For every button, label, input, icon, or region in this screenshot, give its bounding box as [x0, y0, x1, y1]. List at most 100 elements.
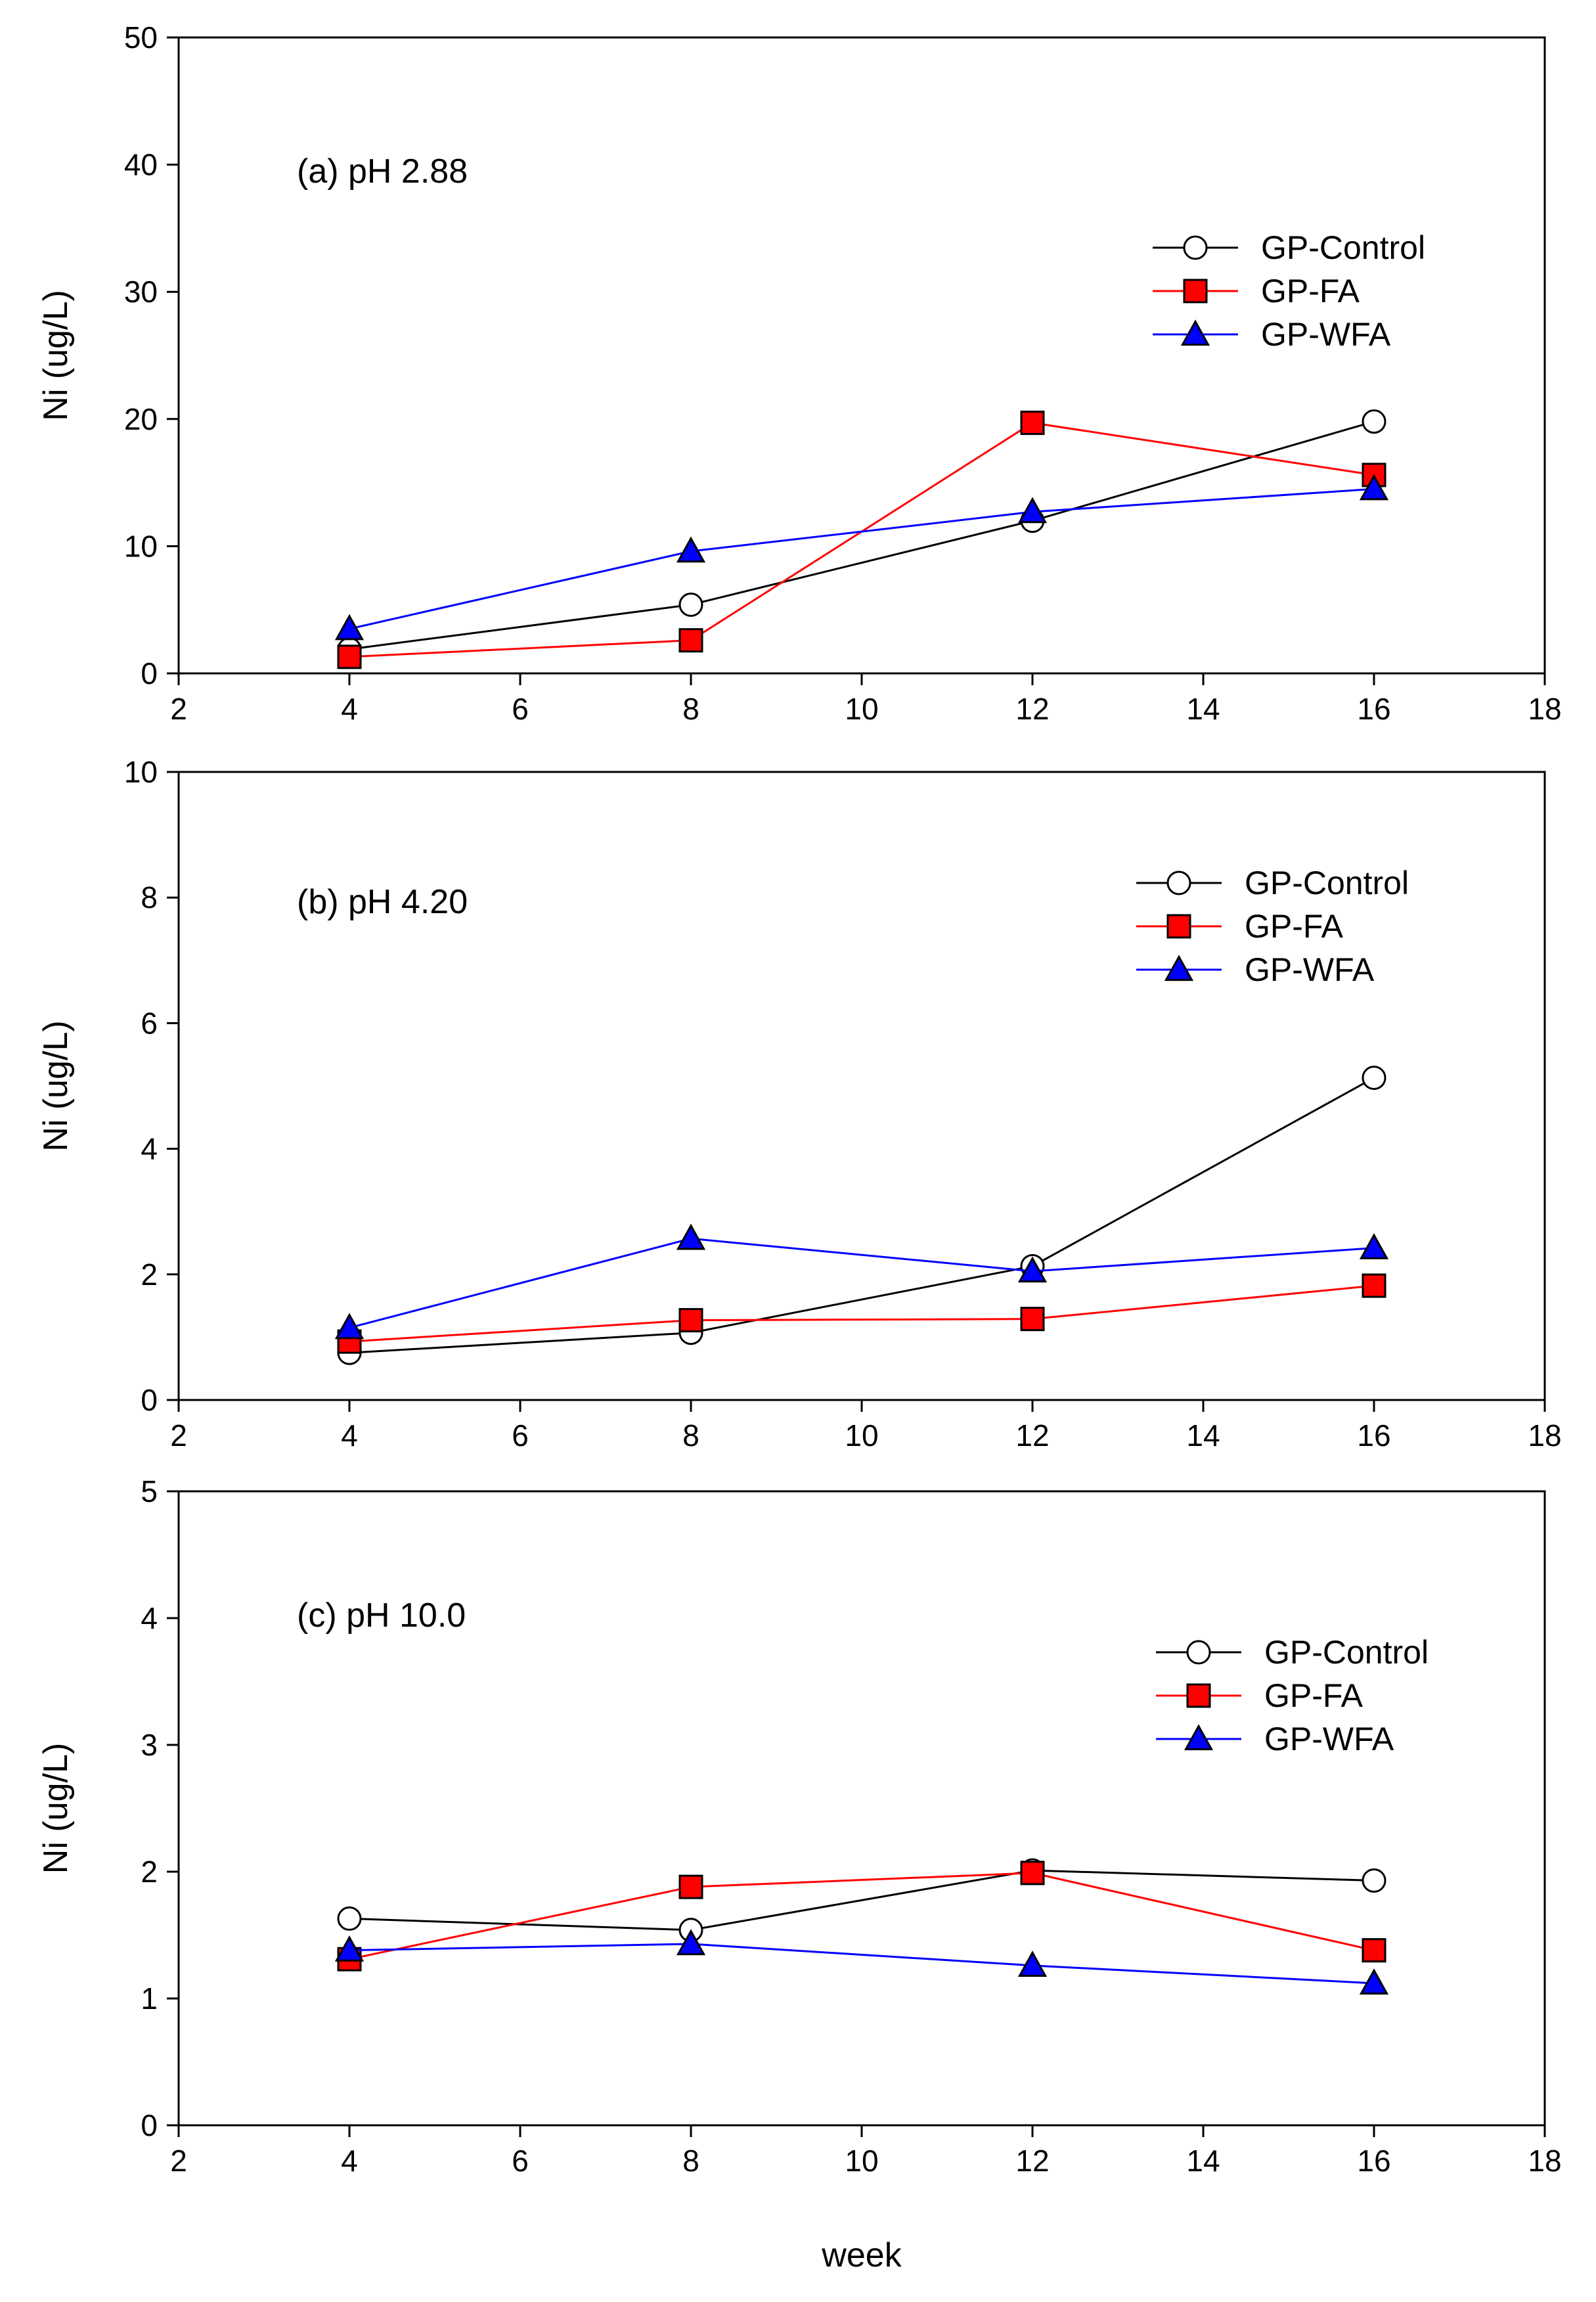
legend-marker — [1183, 235, 1208, 260]
data-point — [1020, 411, 1045, 436]
legend-label: GP-WFA — [1261, 316, 1391, 353]
series-line — [349, 422, 1375, 658]
data-point — [678, 1308, 703, 1333]
y-tick-label: 4 — [141, 1132, 158, 1166]
y-axis-title: Ni (ug/L) — [37, 290, 75, 420]
x-tick-label: 12 — [1015, 692, 1049, 726]
data-point — [1362, 1938, 1386, 1963]
x-tick-label: 2 — [170, 1418, 187, 1453]
data-point — [337, 1906, 362, 1931]
x-tick-label: 12 — [1015, 1418, 1049, 1453]
y-tick-label: 30 — [124, 275, 158, 309]
x-tick-label: 6 — [512, 1418, 529, 1453]
series-gp-wfa — [334, 1929, 1389, 1995]
plot-frame — [177, 1490, 1546, 2127]
y-tick-label: 6 — [141, 1006, 158, 1040]
data-point — [334, 1935, 365, 1962]
legend-label: GP-WFA — [1245, 951, 1375, 988]
x-tick-label: 18 — [1528, 2144, 1561, 2178]
y-tick-label: 40 — [124, 148, 158, 182]
x-tick-label: 12 — [1015, 2144, 1049, 2178]
legend-label: GP-Control — [1261, 229, 1425, 266]
y-tick-label: 1 — [141, 1981, 158, 2016]
series-line — [349, 1237, 1375, 1329]
data-point — [1362, 1868, 1386, 1893]
x-tick-label: 4 — [341, 692, 358, 726]
plot-frame — [177, 36, 1546, 675]
series-line — [349, 1284, 1375, 1343]
x-tick-label: 6 — [512, 2144, 529, 2178]
series-line — [349, 420, 1375, 650]
x-tick-label: 2 — [170, 692, 187, 726]
data-point — [1017, 497, 1048, 524]
y-tick-label: 0 — [141, 656, 158, 690]
data-point — [1017, 1951, 1048, 1977]
x-tick-label: 14 — [1186, 692, 1220, 726]
legend-marker — [1183, 279, 1208, 304]
x-tick-label: 14 — [1186, 2144, 1220, 2178]
data-point — [1020, 1861, 1045, 1885]
y-axis-title: Ni (ug/L) — [37, 1743, 75, 1874]
legend-label: GP-FA — [1261, 273, 1360, 309]
legend: GP-Control GP-FA GP-WFA — [1156, 1634, 1429, 1757]
y-tick-label: 8 — [141, 880, 158, 914]
legend-marker — [1180, 319, 1210, 346]
data-point — [1362, 1273, 1386, 1298]
data-point — [1017, 1256, 1048, 1283]
data-point — [676, 536, 706, 563]
x-axis-title: week — [821, 2236, 902, 2274]
series-line — [349, 1943, 1375, 1985]
y-tick-label: 10 — [124, 755, 158, 789]
y-tick-label: 2 — [141, 1257, 158, 1292]
x-tick-label: 10 — [845, 692, 878, 726]
series-line — [349, 1872, 1375, 1960]
legend-marker — [1184, 1724, 1214, 1751]
data-point — [1362, 1066, 1386, 1091]
y-tick-label: 0 — [141, 2108, 158, 2142]
data-point — [678, 1874, 703, 1899]
data-point — [337, 644, 362, 669]
data-point — [676, 1929, 706, 1956]
series-gp-control — [337, 409, 1386, 662]
legend: GP-Control GP-FA GP-WFA — [1136, 865, 1409, 988]
data-point — [678, 628, 703, 653]
series-line — [349, 1869, 1375, 1931]
legend-marker — [1186, 1683, 1211, 1708]
x-tick-label: 2 — [170, 2144, 187, 2178]
x-tick-label: 4 — [341, 1418, 358, 1453]
y-tick-label: 20 — [124, 402, 158, 436]
data-point — [334, 614, 365, 641]
data-point — [676, 1223, 706, 1250]
panel-annotation: (c) pH 10.0 — [297, 1596, 466, 1635]
x-tick-label: 10 — [845, 1418, 878, 1453]
chart-panel-1: 2 4 6 8 10 12 14 16 18 0 10 20 30 40 50 Ni (ug/L) (a) pH… — [37, 20, 1562, 726]
y-tick-label: 3 — [141, 1728, 158, 1762]
y-tick-label: 0 — [141, 1383, 158, 1417]
series-gp-wfa — [334, 1223, 1389, 1340]
legend-marker — [1164, 955, 1194, 982]
series-gp-fa — [337, 1273, 1386, 1354]
panel-annotation: (a) pH 2.88 — [297, 152, 468, 191]
panel-annotation: (b) pH 4.20 — [297, 883, 468, 921]
series-line — [349, 487, 1375, 630]
data-point — [1362, 409, 1386, 434]
data-point — [334, 1313, 365, 1340]
legend: GP-Control GP-FA GP-WFA — [1153, 229, 1425, 353]
legend-marker — [1166, 914, 1191, 939]
data-point — [1359, 1233, 1389, 1259]
x-tick-label: 8 — [682, 1418, 699, 1453]
series-line — [349, 1077, 1375, 1354]
legend-label: GP-FA — [1264, 1677, 1363, 1714]
x-tick-label: 18 — [1528, 692, 1561, 726]
y-axis-title: Ni (ug/L) — [37, 1020, 75, 1151]
data-point — [1020, 1307, 1045, 1332]
y-tick-label: 4 — [141, 1601, 158, 1635]
x-tick-label: 10 — [845, 2144, 878, 2178]
x-tick-label: 6 — [512, 692, 529, 726]
x-tick-label: 18 — [1528, 1418, 1561, 1453]
y-tick-label: 50 — [124, 20, 158, 55]
y-tick-label: 2 — [141, 1855, 158, 1889]
